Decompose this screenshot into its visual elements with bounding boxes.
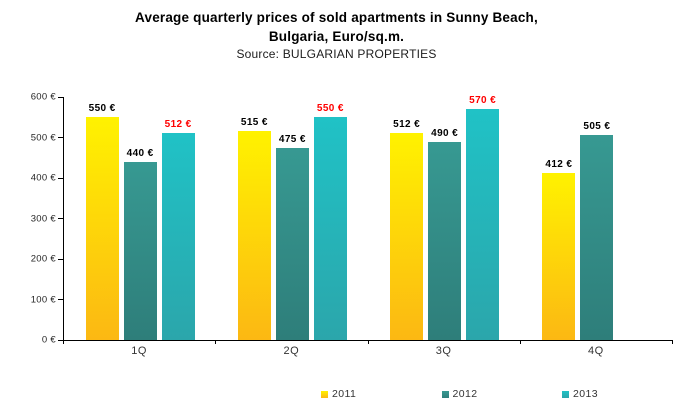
bar-group-2Q: 515 € 475 € 550 € [216,97,368,340]
bar-2011-2Q [237,131,271,340]
chart-title-line-1: Average quarterly prices of sold apartme… [135,10,538,25]
bar-2012-3Q [428,141,462,340]
legend-label-2011: 2011 [332,388,357,400]
bar-value-label: 412 € [545,159,573,171]
legend-swatch-2012 [441,390,449,398]
bar-2011-4Q [542,173,576,340]
bar-slot-2011-3Q: 512 € [390,118,424,340]
x-axis-tick-mark [519,340,521,344]
y-axis-tick-label: 600 € [30,91,56,103]
bar-group-4Q: 412 € 505 € [521,97,673,340]
bar-2013-2Q [313,117,347,340]
bar-slot-2011-4Q: 412 € [542,159,576,340]
bar-value-label: 570 € [469,95,497,107]
legend-label-2012: 2012 [452,388,478,400]
legend-swatch-2013 [562,390,569,398]
y-axis-tick-mark [58,218,63,219]
x-axis-category-label-4Q: 4Q [588,345,604,357]
bar-groups: 550 € 440 € 512 € 515 € 475 € 550 € 512 € 490 €… [64,95,673,340]
legend-item-2013: 2013 [562,388,598,400]
bar-slot-2012-2Q: 475 € [275,133,309,340]
y-axis-tick-label: 100 € [30,294,56,305]
legend-item-2011: 2011 [321,388,356,400]
y-axis-tick-label: 500 € [30,132,56,143]
y-axis-tick-label: 0 € [41,334,56,346]
bar-slot-2011-2Q: 515 € [237,117,271,340]
y-axis-tick-label: 300 € [30,213,56,224]
bar-slot-2012-3Q: 490 € [428,127,462,340]
bar-value-label: 515 € [240,117,268,129]
x-axis-category-label-1Q: 1Q [131,345,147,357]
chart-source: Source: BULGARIAN PROPERTIES [236,47,437,61]
y-axis-tick-mark [58,137,63,138]
bar-slot-2013-1Q: 512 € [161,118,195,340]
x-axis-tick-mark [215,340,217,344]
bar-slot-2013-3Q: 570 € [466,95,500,340]
bar-value-label: 505 € [583,121,611,133]
y-axis-tick-label: 200 € [30,253,56,265]
legend: 2011 2012 2013 [0,388,673,402]
y-axis-tick-mark [58,299,63,300]
x-axis-category-labels: 1Q 2Q 3Q 4Q [63,345,672,357]
bar-value-label: 512 € [164,118,192,130]
x-axis-category-label-3Q: 3Q [435,345,452,357]
bar-2013-1Q [161,132,195,340]
bar-2012-4Q [580,135,614,340]
bar-value-label: 440 € [126,147,154,159]
bar-2013-3Q [466,109,500,340]
bar-value-label: 550 € [88,103,116,115]
bar-group-3Q: 512 € 490 € 570 € [369,95,521,340]
bar-slot-2012-1Q: 440 € [123,147,157,340]
bar-2012-2Q [275,147,309,340]
bar-slot-2013-2Q: 550 € [313,103,347,340]
y-axis-tick-mark [58,177,63,179]
bar-2011-1Q [85,117,119,340]
bar-slot-2011-1Q: 550 € [85,103,119,340]
legend-label-2013: 2013 [573,388,598,400]
y-axis-tick-mark [58,258,63,260]
y-axis-tick-mark [58,96,63,98]
plot-area: 0 € 100 € 200 € 300 € 400 € 500 € 600 € 550 € 4… [31,92,673,346]
bar-group-1Q: 550 € 440 € 512 € [64,97,216,340]
bar-value-label: 490 € [431,127,459,139]
y-axis-tick-label: 400 € [30,172,56,184]
bar-slot-2012-4Q: 505 € [580,121,614,340]
bar-2012-1Q [123,161,157,340]
chart-header: Average quarterly prices of sold apartme… [0,8,673,63]
bar-value-label: 475 € [278,133,306,145]
legend-swatch-2011 [321,390,328,398]
x-axis-tick-mark [63,340,64,344]
x-axis-category-label-2Q: 2Q [283,345,300,357]
chart-title-line-2: Bulgaria, Euro/sq.m. [268,29,405,44]
legend-item-2012: 2012 [441,388,478,400]
y-axis-tick-mark [58,339,63,341]
bar-value-label: 512 € [393,118,421,130]
bar-2011-3Q [390,132,424,340]
bar-value-label: 550 € [316,103,344,115]
x-axis-tick-mark [367,340,369,344]
